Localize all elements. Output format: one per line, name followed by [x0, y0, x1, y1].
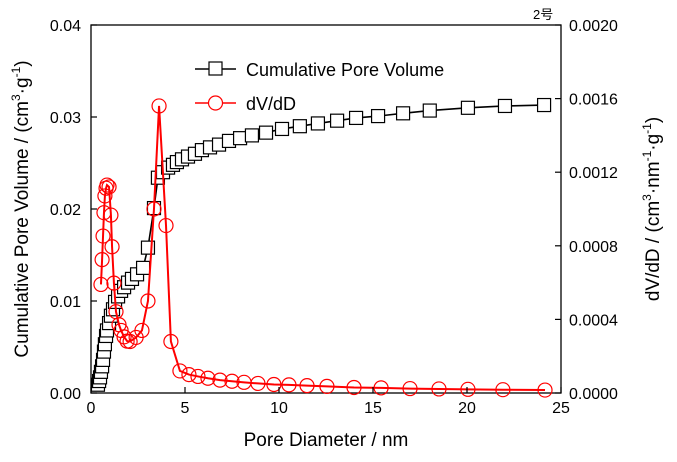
data-point-circle — [104, 239, 120, 255]
y-axis-right-title: dV/dD / (cm3·nm-1·g-1) — [640, 117, 664, 301]
data-point-circle — [346, 379, 362, 396]
y-right-title-main: dV/dD / (cm — [643, 201, 664, 301]
y-left-title-end: ) — [12, 60, 33, 66]
y-left-tick-label: 0.01 — [50, 294, 81, 311]
data-point-square — [348, 110, 364, 126]
series-dvdd — [93, 98, 553, 398]
y-left-title-mid: ·g — [12, 77, 33, 94]
y-right-tick-label: 0.0020 — [569, 18, 618, 35]
y-right-tick-label: 0.0000 — [569, 386, 618, 403]
data-point-circle — [281, 377, 297, 393]
data-point-square — [422, 103, 437, 118]
data-point-circle — [99, 177, 115, 193]
data-point-circle — [495, 382, 511, 398]
data-point-square — [497, 98, 513, 114]
y-left-tick-label: 0.00 — [50, 386, 81, 403]
data-point-circle — [97, 188, 113, 204]
data-point-circle — [96, 205, 112, 221]
data-point-square — [310, 116, 326, 131]
y-right-title-mid2: ·g — [643, 134, 664, 151]
data-point-square — [258, 125, 274, 140]
data-point-circle — [460, 381, 476, 397]
y-right-tick-label: 0.0012 — [569, 165, 618, 182]
data-point-circle — [299, 378, 315, 394]
data-point-circle — [103, 207, 119, 223]
data-point-circle — [266, 376, 282, 393]
data-point-square — [292, 119, 307, 134]
data-point-square — [370, 108, 386, 124]
legend-label-cumulative: Cumulative Pore Volume — [246, 60, 444, 80]
data-point-circle — [200, 370, 216, 386]
data-point-circle — [140, 293, 156, 309]
data-point-circle — [101, 179, 117, 195]
data-point-circle — [172, 363, 188, 379]
data-point-circle — [94, 252, 110, 268]
data-point-square — [232, 131, 248, 146]
legend: Cumulative Pore Volume dV/dD — [195, 60, 444, 114]
y-right-title-sup2: -1 — [640, 150, 654, 161]
y-right-tick-label: 0.0008 — [569, 239, 618, 256]
data-point-circle — [151, 98, 167, 114]
data-point-square — [329, 113, 345, 128]
data-point-circle — [431, 381, 447, 397]
y-left-tick-label: 0.03 — [50, 110, 81, 127]
data-point-circle — [402, 380, 418, 397]
x-axis-title: Pore Diameter / nm — [244, 430, 409, 451]
y-left-tick-label: 0.04 — [50, 18, 81, 35]
series-line — [99, 105, 546, 392]
y-right-title-sup3: -1 — [640, 123, 654, 134]
y-right-title-sup1: 3 — [640, 194, 654, 201]
data-point-square — [460, 100, 476, 115]
data-point-circle — [537, 382, 553, 398]
y-left-title-sup2: -1 — [9, 66, 23, 77]
corner-note: 2号 — [533, 7, 553, 22]
legend-marker-square — [208, 61, 223, 76]
data-point-circle — [158, 217, 174, 234]
x-tick-label: 25 — [552, 400, 570, 417]
x-tick-label: 5 — [181, 400, 190, 417]
data-point-circle — [373, 380, 389, 396]
tick-layer: 0 5 10 15 20 25 0.00 0.01 0.02 0.03 0.04 0.0000 0.00… — [50, 18, 618, 417]
data-point-circle — [224, 373, 240, 389]
y-left-title-sup1: 3 — [9, 94, 23, 101]
x-tick-label: 0 — [87, 400, 96, 417]
data-point-circle — [181, 367, 197, 383]
y-right-title-end: ) — [643, 117, 664, 123]
data-point-circle — [93, 276, 109, 293]
data-point-circle — [190, 368, 206, 385]
y-right-tick-label: 0.0016 — [569, 92, 618, 109]
y-axis-left-title: Cumulative Pore Volume / (cm3·g-1) — [9, 60, 33, 357]
data-point-circle — [146, 201, 162, 217]
data-point-square — [395, 106, 411, 121]
x-tick-label: 10 — [270, 400, 288, 417]
data-point-circle — [236, 374, 252, 390]
data-point-circle — [134, 322, 150, 339]
y-right-tick-label: 0.0004 — [569, 312, 618, 329]
data-point-square — [244, 128, 260, 143]
data-point-circle — [212, 372, 228, 388]
data-point-square — [135, 260, 151, 275]
y-left-tick-label: 0.02 — [50, 202, 81, 219]
data-point-square — [274, 121, 290, 137]
data-point-square — [536, 97, 552, 113]
y-left-title-main: Cumulative Pore Volume / (cm — [12, 101, 33, 358]
x-tick-label: 15 — [364, 400, 382, 417]
legend-marker-circle — [207, 95, 224, 111]
data-point-circle — [95, 228, 111, 244]
data-point-circle — [108, 304, 124, 320]
data-point-circle — [250, 375, 266, 392]
y-right-title-mid: ·nm — [643, 161, 664, 194]
legend-label-dvdd: dV/dD — [246, 94, 296, 114]
data-point-circle — [106, 275, 122, 291]
series-layer — [90, 97, 553, 398]
x-tick-label: 20 — [458, 400, 476, 417]
data-point-circle — [319, 378, 335, 394]
data-point-circle — [163, 333, 179, 350]
